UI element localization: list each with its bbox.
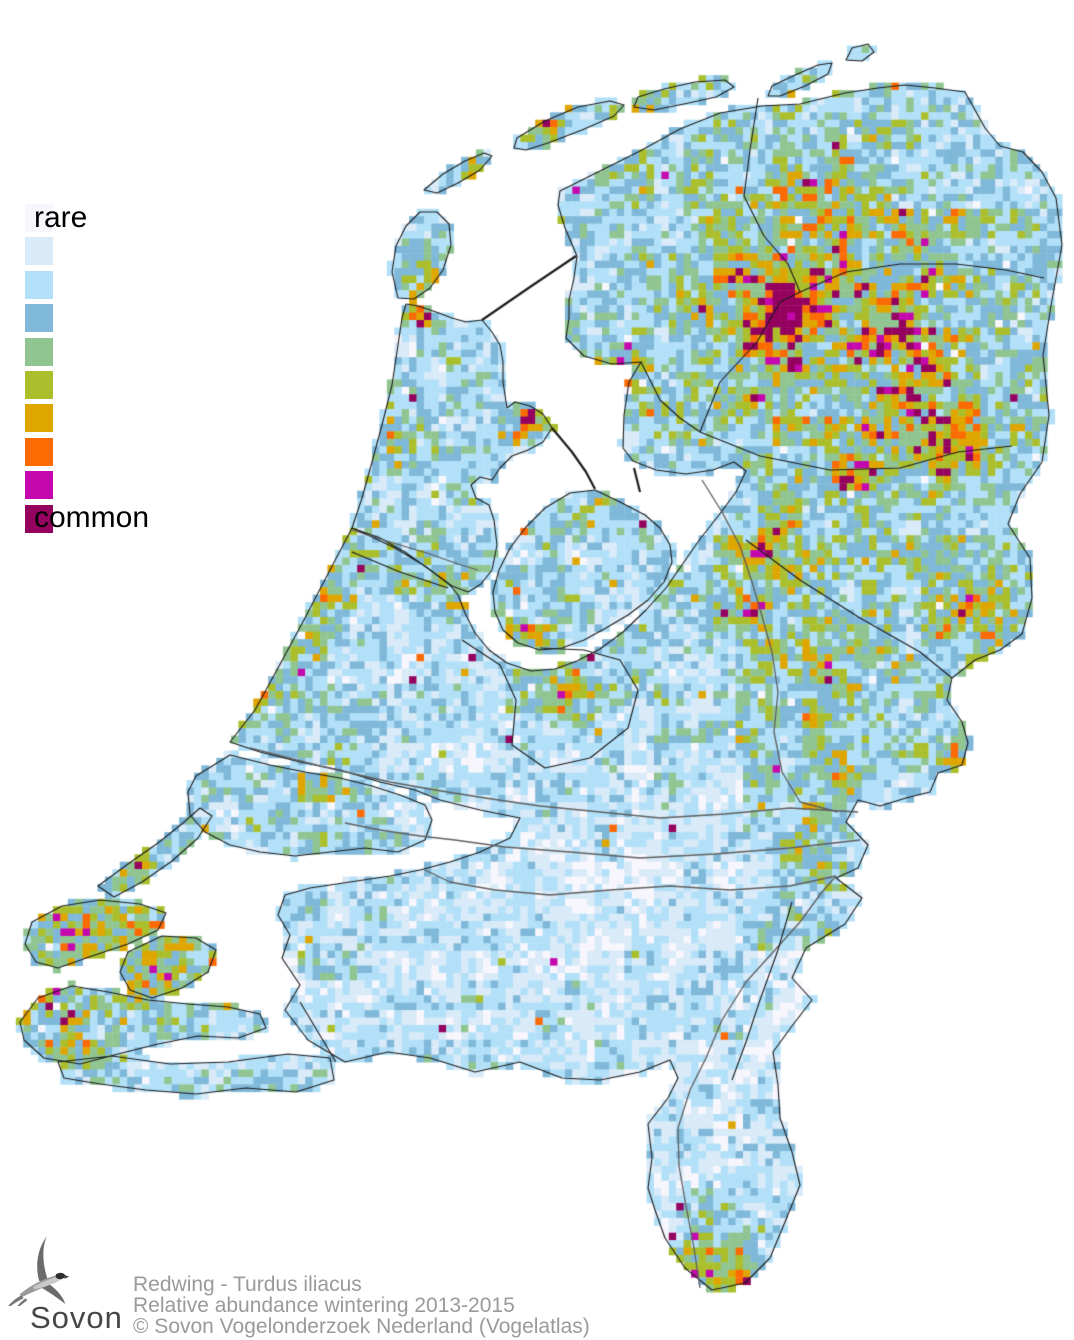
footer: Sovon Redwing - Turdus iliacus Relative … (0, 1228, 1074, 1340)
legend-swatch-5 (25, 371, 53, 399)
legend-label-rare: rare (34, 201, 88, 234)
legend-swatch-8 (25, 471, 53, 500)
map-caption: Redwing - Turdus iliacus Relative abunda… (133, 1274, 590, 1337)
legend-swatch-7 (25, 437, 53, 466)
legend-swatch-1 (25, 237, 53, 266)
species-title: Redwing - Turdus iliacus (133, 1273, 362, 1296)
sovon-logo-text: Sovon (30, 1300, 123, 1335)
sovon-swallow-icon (8, 1235, 70, 1306)
legend-swatch-6 (25, 404, 53, 433)
copyright-text: © Sovon Vogelonderzoek Nederland (Vogela… (133, 1315, 590, 1338)
map-subtitle: Relative abundance wintering 2013-2015 (133, 1294, 515, 1317)
legend-swatch-2 (25, 270, 53, 299)
legend-label-common: common (34, 501, 150, 534)
legend-swatch-4 (25, 337, 53, 366)
legend-swatch-0 (25, 204, 53, 232)
legend-swatch-3 (25, 304, 53, 333)
legend-swatch-9 (25, 504, 53, 533)
